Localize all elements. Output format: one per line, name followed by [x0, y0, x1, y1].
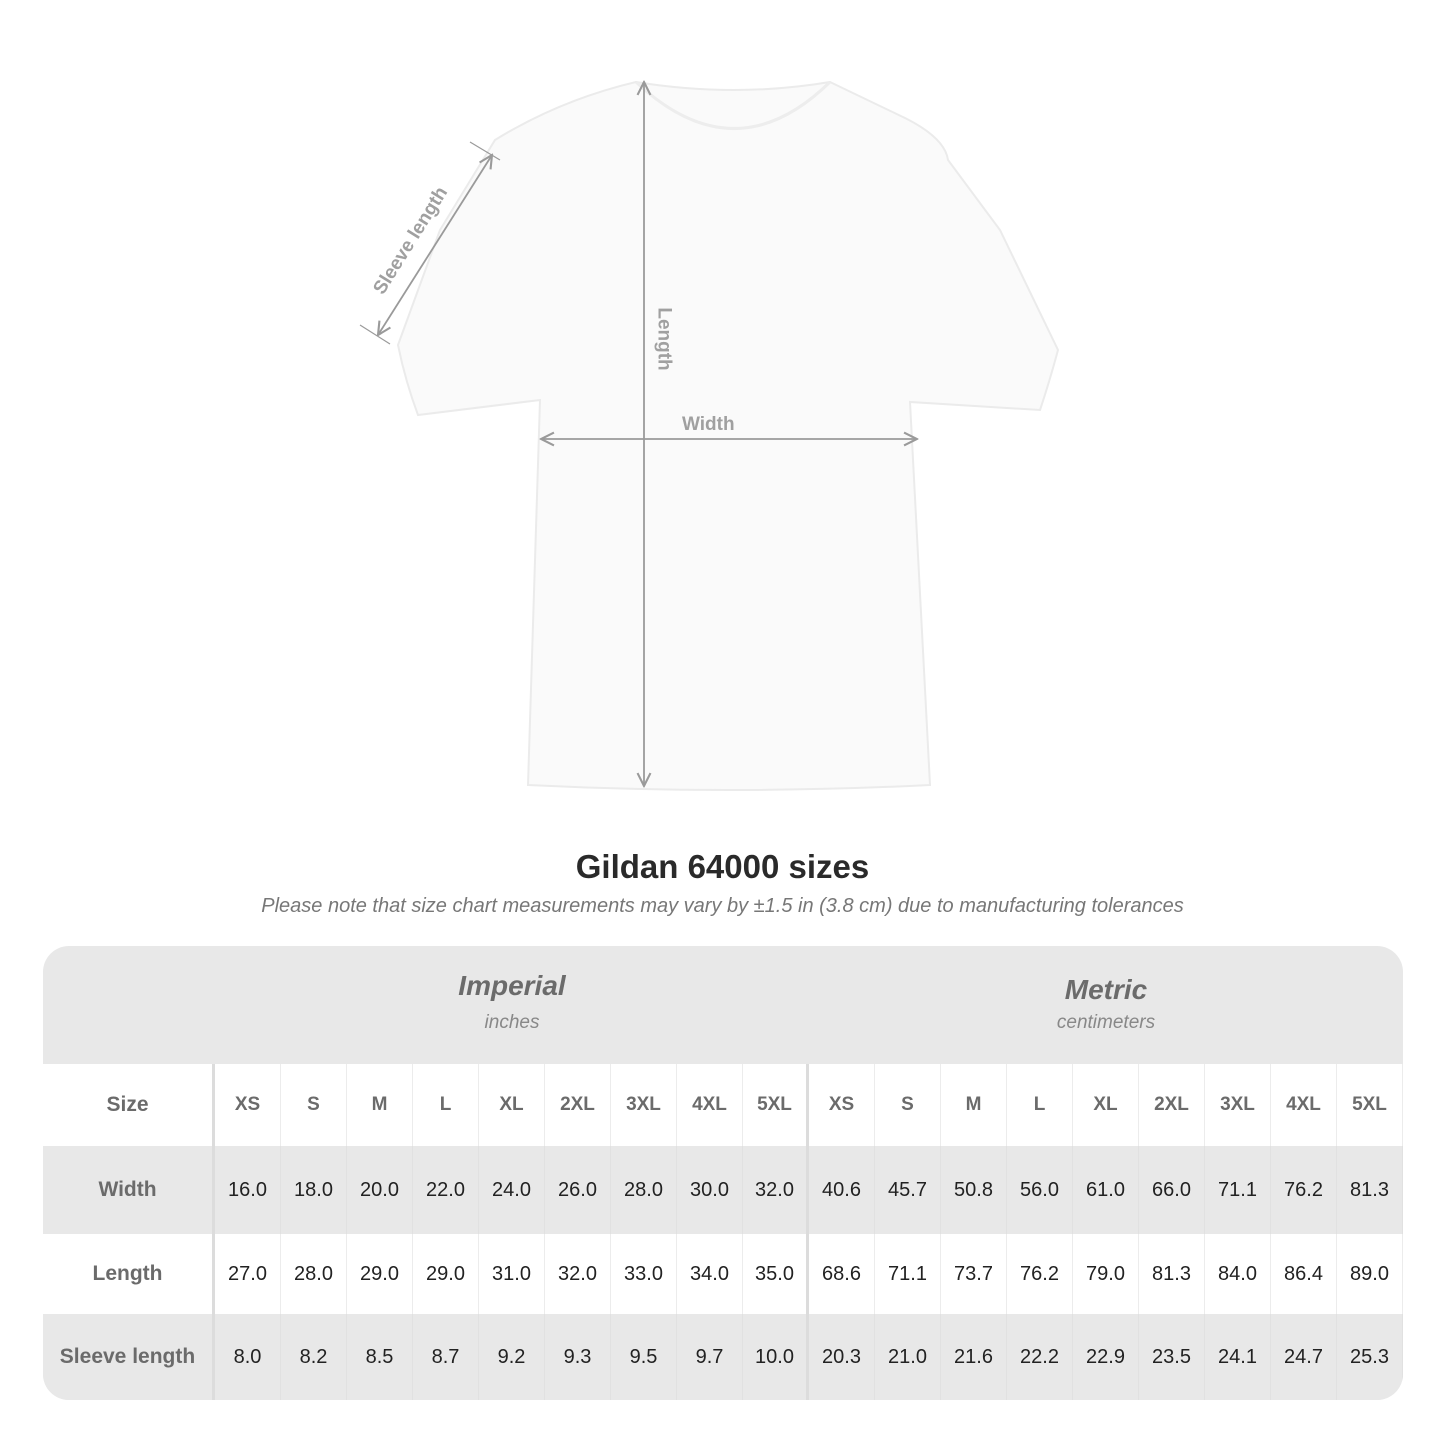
- row-label: Width: [43, 1146, 215, 1234]
- size-header-cell: 3XL: [1205, 1064, 1271, 1146]
- imperial-value-cell: 35.0: [743, 1234, 809, 1314]
- size-header-cell: M: [941, 1064, 1007, 1146]
- imperial-value-cell: 32.0: [545, 1234, 611, 1314]
- imperial-value-cell: 9.7: [677, 1314, 743, 1400]
- imperial-value-cell: 9.3: [545, 1314, 611, 1400]
- tshirt-outline: [396, 80, 1060, 791]
- size-header-cell: 2XL: [1139, 1064, 1205, 1146]
- imperial-value-cell: 8.5: [347, 1314, 413, 1400]
- imperial-value-cell: 27.0: [215, 1234, 281, 1314]
- size-header-cell: S: [281, 1064, 347, 1146]
- imperial-value-cell: 30.0: [677, 1146, 743, 1234]
- size-header-cell: 2XL: [545, 1064, 611, 1146]
- metric-value-cell: 22.2: [1007, 1314, 1073, 1400]
- size-table: Imperial inches Metric centimeters Size X…: [43, 946, 1403, 1400]
- metric-value-cell: 50.8: [941, 1146, 1007, 1234]
- size-header-cell: S: [875, 1064, 941, 1146]
- size-header-cell: 4XL: [1271, 1064, 1337, 1146]
- size-header-row: Size XS S M L XL 2XL 3XL 4XL 5XL XS S M L XL 2XL 3XL 4XL 5…: [43, 1064, 1403, 1146]
- imperial-value-cell: 29.0: [347, 1234, 413, 1314]
- table-row: Width 16.0 18.0 20.0 22.0 24.0 26.0 28.0 30.0 32.…: [43, 1146, 1403, 1234]
- metric-unit: centimeters: [1056, 1012, 1156, 1033]
- metric-value-cell: 21.6: [941, 1314, 1007, 1400]
- imperial-value-cell: 9.5: [611, 1314, 677, 1400]
- size-header-cell: 3XL: [611, 1064, 677, 1146]
- imperial-value-cell: 28.0: [611, 1146, 677, 1234]
- metric-value-cell: 86.4: [1271, 1234, 1337, 1314]
- metric-value-cell: 24.7: [1271, 1314, 1337, 1400]
- imperial-value-cell: 18.0: [281, 1146, 347, 1234]
- imperial-header: Imperial inches: [215, 946, 809, 1064]
- imperial-value-cell: 8.7: [413, 1314, 479, 1400]
- metric-value-cell: 76.2: [1007, 1234, 1073, 1314]
- size-header-cell: L: [413, 1064, 479, 1146]
- size-header-cell: 5XL: [743, 1064, 809, 1146]
- table-row: Length 27.0 28.0 29.0 29.0 31.0 32.0 33.0 34.0 35…: [43, 1234, 1403, 1314]
- imperial-value-cell: 33.0: [611, 1234, 677, 1314]
- page-title: Gildan 64000 sizes: [575, 848, 870, 885]
- metric-value-cell: 61.0: [1073, 1146, 1139, 1234]
- metric-value-cell: 20.3: [809, 1314, 875, 1400]
- metric-value-cell: 71.1: [1205, 1146, 1271, 1234]
- size-header-cell: 4XL: [677, 1064, 743, 1146]
- imperial-title: Imperial: [458, 970, 566, 1001]
- metric-value-cell: 76.2: [1271, 1146, 1337, 1234]
- imperial-value-cell: 16.0: [215, 1146, 281, 1234]
- metric-value-cell: 81.3: [1139, 1234, 1205, 1314]
- imperial-value-cell: 34.0: [677, 1234, 743, 1314]
- metric-value-cell: 84.0: [1205, 1234, 1271, 1314]
- metric-value-cell: 71.1: [875, 1234, 941, 1314]
- imperial-value-cell: 8.0: [215, 1314, 281, 1400]
- length-label: Length: [653, 307, 675, 371]
- size-header-cell: XL: [479, 1064, 545, 1146]
- imperial-value-cell: 9.2: [479, 1314, 545, 1400]
- row-label: Sleeve length: [43, 1314, 215, 1400]
- metric-value-cell: 73.7: [941, 1234, 1007, 1314]
- imperial-value-cell: 10.0: [743, 1314, 809, 1400]
- width-label: Width: [682, 414, 735, 435]
- size-header-cell: XS: [215, 1064, 281, 1146]
- metric-value-cell: 68.6: [809, 1234, 875, 1314]
- imperial-value-cell: 20.0: [347, 1146, 413, 1234]
- imperial-value-cell: 32.0: [743, 1146, 809, 1234]
- metric-value-cell: 81.3: [1337, 1146, 1403, 1234]
- tolerance-note: Please note that size chart measurements…: [261, 895, 1184, 917]
- size-header-cell: XS: [809, 1064, 875, 1146]
- imperial-value-cell: 31.0: [479, 1234, 545, 1314]
- size-header-cell: L: [1007, 1064, 1073, 1146]
- metric-value-cell: 21.0: [875, 1314, 941, 1400]
- tshirt-diagram: [359, 0, 1060, 791]
- metric-value-cell: 40.6: [809, 1146, 875, 1234]
- sleeve-arrow: [378, 155, 492, 335]
- table-row: Sleeve length 8.0 8.2 8.5 8.7 9.2 9.3 9.5 9.7 10.…: [43, 1314, 1403, 1400]
- metric-value-cell: 89.0: [1337, 1234, 1403, 1314]
- metric-value-cell: 56.0: [1007, 1146, 1073, 1234]
- size-header-cell: M: [347, 1064, 413, 1146]
- tshirt-collar: [634, 80, 832, 130]
- metric-value-cell: 45.7: [875, 1146, 941, 1234]
- metric-title: Metric: [1064, 974, 1148, 1005]
- imperial-value-cell: 8.2: [281, 1314, 347, 1400]
- size-header-cell: XL: [1073, 1064, 1139, 1146]
- metric-value-cell: 66.0: [1139, 1146, 1205, 1234]
- metric-value-cell: 79.0: [1073, 1234, 1139, 1314]
- imperial-value-cell: 28.0: [281, 1234, 347, 1314]
- imperial-value-cell: 29.0: [413, 1234, 479, 1314]
- imperial-value-cell: 22.0: [413, 1146, 479, 1234]
- row-label: Size: [43, 1064, 215, 1146]
- row-label: Length: [43, 1234, 215, 1314]
- imperial-value-cell: 24.0: [479, 1146, 545, 1234]
- metric-header: Metric centimeters: [809, 946, 1403, 1064]
- metric-value-cell: 23.5: [1139, 1314, 1205, 1400]
- metric-value-cell: 24.1: [1205, 1314, 1271, 1400]
- metric-value-cell: 22.9: [1073, 1314, 1139, 1400]
- metric-value-cell: 25.3: [1337, 1314, 1403, 1400]
- size-header-cell: 5XL: [1337, 1064, 1403, 1146]
- imperial-unit: inches: [484, 1012, 540, 1033]
- imperial-value-cell: 26.0: [545, 1146, 611, 1234]
